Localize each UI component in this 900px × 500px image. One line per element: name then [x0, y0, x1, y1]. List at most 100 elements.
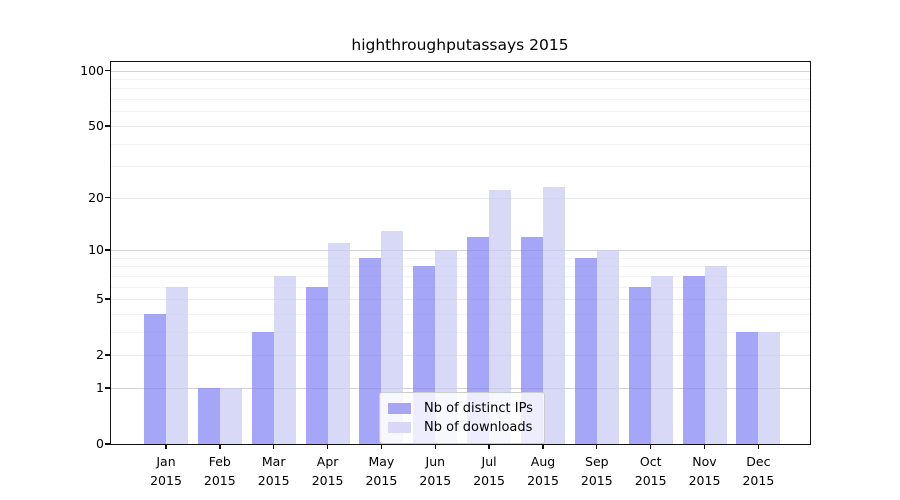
gridline-y-8 [111, 266, 810, 268]
legend: Nb of distinct IPs Nb of downloads [379, 392, 545, 444]
bar-distinct-ips-may [359, 257, 382, 444]
bar-downloads-may [381, 230, 404, 444]
xtick-month: Dec [746, 454, 771, 469]
xtick-month: Jan [156, 454, 176, 469]
xtick-month: Apr [316, 454, 339, 469]
ytick-label-2: 2 [96, 347, 104, 363]
ytick-mark-0 [105, 443, 110, 445]
plot-area: Nb of distinct IPs Nb of downloads [110, 61, 811, 445]
xtick-label-jul: Jul 2015 [457, 452, 521, 490]
xtick-mark-mar [273, 444, 275, 449]
gridline-y-20 [111, 197, 810, 199]
bar-distinct-ips-nov [682, 275, 705, 444]
xtick-mark-aug [542, 444, 544, 449]
ytick-label-50: 50 [88, 117, 104, 133]
xtick-label-feb: Feb 2015 [188, 452, 252, 490]
xtick-mark-nov [703, 444, 706, 449]
bar-downloads-jul [489, 190, 512, 444]
legend-swatch-distinct-ips [388, 403, 411, 414]
xtick-year: 2015 [634, 473, 667, 488]
xtick-mark-dec [757, 444, 759, 449]
gridline-y-7 [111, 275, 810, 277]
gridline-y-70 [111, 99, 810, 101]
bar-downloads-feb [219, 387, 242, 444]
gridline-y-30 [111, 166, 810, 168]
xtick-month: Feb [208, 454, 231, 469]
xtick-mark-jan [165, 444, 167, 449]
gridline-y-4 [111, 313, 810, 315]
ytick-mark-10 [105, 249, 110, 251]
xtick-label-may: May 2015 [349, 452, 413, 490]
ytick-label-10: 10 [88, 242, 104, 257]
ytick-mark-2 [105, 354, 110, 356]
xtick-mark-feb [219, 444, 221, 449]
ytick-label-5: 5 [96, 291, 104, 306]
gridline-y-1 [111, 387, 810, 389]
legend-swatch-downloads [388, 422, 411, 433]
ytick-mark-1 [105, 387, 110, 389]
xtick-label-sep: Sep 2015 [565, 452, 629, 490]
ytick-label-1: 1 [96, 379, 104, 395]
xtick-label-oct: Oct 2015 [619, 452, 683, 490]
bar-downloads-sep [596, 250, 619, 444]
xtick-year: 2015 [203, 473, 236, 488]
xtick-label-aug: Aug 2015 [511, 452, 575, 490]
xtick-mark-jul [488, 444, 490, 449]
xtick-month: Sep [585, 454, 609, 469]
xtick-year: 2015 [150, 473, 182, 488]
bar-distinct-ips-dec [736, 331, 759, 444]
ytick-mark-20 [105, 197, 110, 199]
bar-downloads-aug [542, 186, 565, 444]
xtick-year: 2015 [473, 473, 505, 488]
gridline-y-40 [111, 143, 810, 145]
gridline-y-80 [111, 88, 810, 90]
ytick-mark-100 [105, 69, 110, 72]
bar-downloads-dec [758, 331, 781, 444]
bar-downloads-apr [327, 242, 350, 444]
bar-distinct-ips-jan [144, 313, 166, 444]
xtick-mark-sep [596, 444, 598, 449]
bar-distinct-ips-oct [628, 286, 651, 444]
xtick-mark-oct [650, 444, 652, 449]
xtick-month: Oct [639, 454, 662, 469]
xtick-label-apr: Apr 2015 [296, 452, 360, 490]
gridline-y-9 [111, 257, 810, 259]
bar-downloads-jan [166, 286, 188, 444]
xtick-month: Aug [530, 454, 556, 469]
gridline-y-2 [111, 355, 810, 357]
xtick-month: Jul [481, 454, 497, 469]
xtick-mark-jun [434, 444, 436, 449]
gridline-y-100 [111, 70, 810, 72]
xtick-label-nov: Nov 2015 [673, 452, 737, 490]
legend-row-distinct-ips: Nb of distinct IPs [388, 399, 533, 418]
ytick-label-100: 100 [80, 62, 104, 78]
ytick-mark-5 [105, 298, 110, 300]
xtick-year: 2015 [580, 473, 613, 488]
ytick-label-0: 0 [96, 436, 104, 451]
gridline-y-90 [111, 79, 810, 80]
xtick-label-mar: Mar 2015 [242, 452, 306, 490]
xtick-mark-apr [326, 444, 329, 449]
xtick-year: 2015 [365, 473, 398, 488]
xtick-year: 2015 [742, 473, 775, 488]
legend-label-distinct-ips: Nb of distinct IPs [424, 401, 533, 416]
legend-row-downloads: Nb of downloads [388, 418, 533, 437]
bar-distinct-ips-feb [197, 387, 220, 444]
xtick-year: 2015 [688, 473, 721, 488]
bar-downloads-oct [650, 275, 673, 444]
xtick-month: Mar [261, 454, 286, 469]
bar-downloads-nov [704, 266, 727, 444]
xtick-year: 2015 [311, 473, 344, 488]
xtick-year: 2015 [419, 473, 452, 488]
xtick-year: 2015 [527, 473, 559, 488]
xtick-year: 2015 [257, 473, 290, 488]
xtick-label-jan: Jan 2015 [134, 452, 198, 490]
legend-label-downloads: Nb of downloads [424, 420, 533, 435]
xtick-month: May [368, 454, 395, 469]
bar-distinct-ips-sep [574, 257, 597, 444]
bar-distinct-ips-mar [251, 331, 274, 444]
xtick-label-dec: Dec 2015 [726, 452, 790, 490]
xtick-month: Nov [692, 454, 717, 469]
ytick-mark-50 [105, 125, 110, 127]
